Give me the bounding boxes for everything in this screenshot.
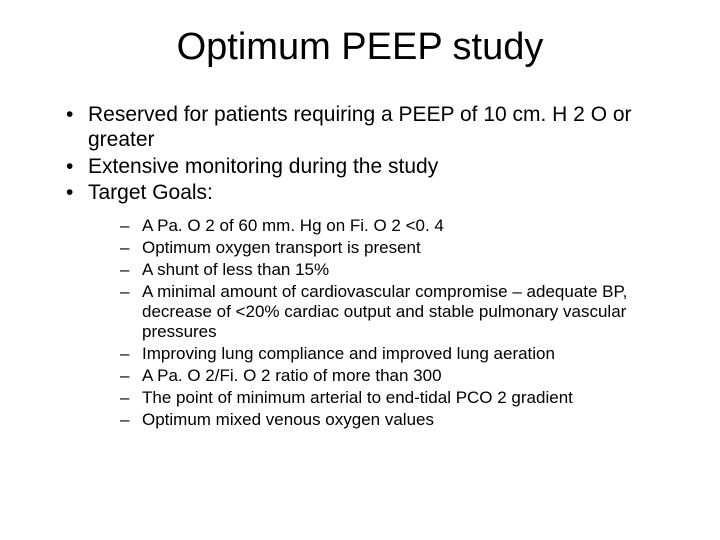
list-item: A Pa. O 2 of 60 mm. Hg on Fi. O 2 <0. 4 (120, 216, 680, 236)
bullet-list-level2: A Pa. O 2 of 60 mm. Hg on Fi. O 2 <0. 4 … (88, 216, 680, 430)
slide-title: Optimum PEEP study (40, 26, 680, 69)
list-item: A Pa. O 2/Fi. O 2 ratio of more than 300 (120, 366, 680, 386)
list-item: Target Goals: A Pa. O 2 of 60 mm. Hg on … (66, 181, 680, 430)
bullet-text: Optimum mixed venous oxygen values (142, 410, 434, 429)
bullet-text: A minimal amount of cardiovascular compr… (142, 282, 627, 341)
bullet-text: A Pa. O 2/Fi. O 2 ratio of more than 300 (142, 366, 442, 385)
bullet-text: Improving lung compliance and improved l… (142, 344, 555, 363)
bullet-text: Extensive monitoring during the study (88, 155, 438, 178)
bullet-text: A shunt of less than 15% (142, 260, 329, 279)
bullet-text: A Pa. O 2 of 60 mm. Hg on Fi. O 2 <0. 4 (142, 216, 444, 235)
list-item: Optimum oxygen transport is present (120, 238, 680, 258)
list-item: A shunt of less than 15% (120, 260, 680, 280)
bullet-text: The point of minimum arterial to end-tid… (142, 388, 573, 407)
slide-container: Optimum PEEP study Reserved for patients… (0, 0, 720, 540)
list-item: Reserved for patients requiring a PEEP o… (66, 103, 680, 153)
bullet-text: Optimum oxygen transport is present (142, 238, 421, 257)
list-item: Improving lung compliance and improved l… (120, 344, 680, 364)
list-item: Extensive monitoring during the study (66, 155, 680, 180)
bullet-text: Reserved for patients requiring a PEEP o… (88, 103, 632, 151)
list-item: The point of minimum arterial to end-tid… (120, 388, 680, 408)
list-item: A minimal amount of cardiovascular compr… (120, 282, 680, 342)
bullet-text: Target Goals: (88, 181, 213, 204)
list-item: Optimum mixed venous oxygen values (120, 410, 680, 430)
bullet-list-level1: Reserved for patients requiring a PEEP o… (40, 103, 680, 431)
